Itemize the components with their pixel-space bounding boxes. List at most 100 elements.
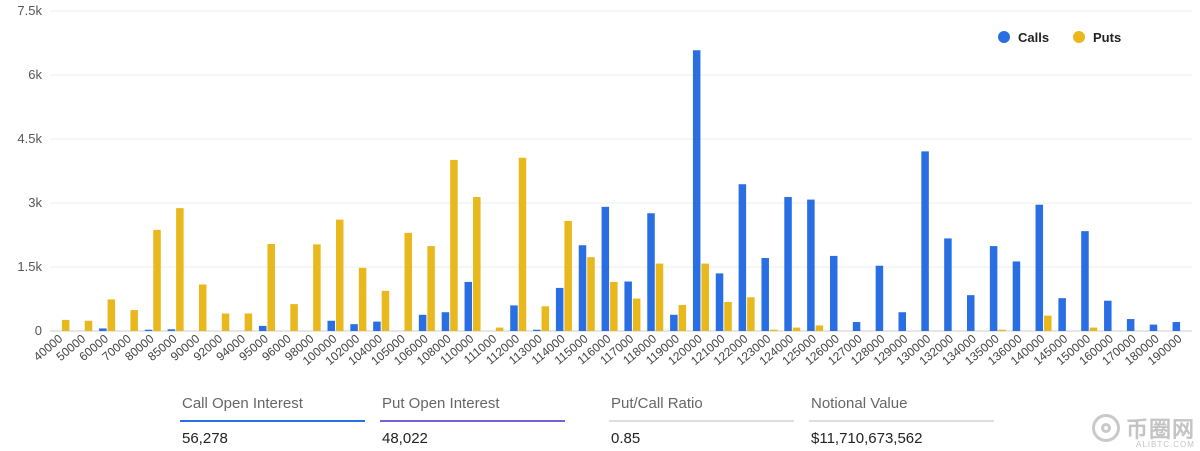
puts-bar[interactable] [473, 197, 481, 331]
puts-bar[interactable] [610, 281, 618, 331]
puts-bar[interactable] [747, 297, 755, 331]
stat-put-open-interest: Put Open Interest 48,022 [380, 393, 565, 447]
calls-bar[interactable] [647, 213, 655, 331]
calls-bar[interactable] [692, 50, 701, 332]
calls-bar[interactable] [624, 281, 632, 331]
y-tick-label: 3k [28, 195, 42, 210]
calls-bar[interactable] [738, 184, 747, 331]
puts-bar[interactable] [632, 298, 641, 331]
puts-bar[interactable] [358, 267, 367, 331]
stat-call-open-interest: Call Open Interest 56,278 [180, 393, 365, 447]
legend[interactable]: Calls Puts [998, 30, 1121, 45]
puts-bar[interactable] [221, 313, 230, 331]
watermark-text: 币圈网 [1126, 418, 1196, 443]
calls-bar[interactable] [1035, 204, 1044, 331]
grid-lines [50, 10, 1192, 332]
puts-bar[interactable] [313, 244, 321, 331]
stat-notional-value: Notional Value $11,710,673,562 [809, 393, 994, 447]
puts-bar[interactable] [655, 263, 664, 331]
calls-bar[interactable] [1081, 231, 1089, 331]
legend-puts-label[interactable]: Puts [1093, 30, 1121, 45]
puts-bar[interactable] [427, 246, 435, 331]
calls-bar[interactable] [1104, 300, 1112, 331]
calls-bar[interactable] [921, 151, 929, 331]
puts-bar[interactable] [1044, 315, 1052, 331]
puts-bar[interactable] [381, 290, 390, 331]
calls-bar[interactable] [1149, 324, 1158, 331]
calls-bar[interactable] [829, 255, 838, 331]
bars [61, 50, 1181, 332]
calls-bar[interactable] [1058, 298, 1066, 331]
calls-bar[interactable] [670, 314, 678, 331]
calls-bar[interactable] [601, 206, 610, 331]
puts-bar[interactable] [701, 263, 709, 331]
puts-bar[interactable] [153, 229, 161, 331]
puts-bar[interactable] [244, 313, 253, 331]
stats-panel: Call Open Interest 56,278 Put Open Inter… [0, 393, 1200, 451]
calls-bar[interactable] [99, 328, 107, 331]
puts-bar[interactable] [336, 219, 344, 331]
calls-bar[interactable] [327, 320, 336, 331]
puts-bar[interactable] [769, 329, 778, 331]
calls-bar[interactable] [852, 322, 861, 331]
calls-bar[interactable] [1172, 322, 1181, 331]
puts-bar[interactable] [61, 319, 70, 331]
puts-bar[interactable] [495, 327, 504, 331]
stat-label: Call Open Interest [182, 395, 303, 412]
calls-bar[interactable] [807, 199, 815, 331]
calls-bar[interactable] [510, 305, 518, 331]
y-tick-label: 1.5k [17, 259, 42, 274]
puts-bar[interactable] [84, 320, 93, 331]
puts-bar[interactable] [587, 257, 595, 331]
legend-calls-label[interactable]: Calls [1018, 30, 1049, 45]
stat-label: Put/Call Ratio [611, 395, 703, 412]
stat-label: Put Open Interest [382, 395, 500, 412]
puts-bar[interactable] [107, 299, 116, 331]
calls-bar[interactable] [761, 258, 769, 331]
calls-bar[interactable] [875, 265, 884, 331]
puts-bar[interactable] [198, 284, 207, 331]
puts-bar[interactable] [290, 304, 298, 331]
calls-bar[interactable] [784, 197, 792, 331]
calls-bar[interactable] [555, 287, 564, 331]
calls-bar[interactable] [464, 281, 473, 331]
puts-bar[interactable] [404, 232, 413, 331]
puts-bar[interactable] [450, 159, 458, 331]
stat-value: 56,278 [182, 430, 228, 447]
calls-bar[interactable] [715, 273, 724, 331]
calls-bar[interactable] [373, 321, 381, 331]
stat-value: 48,022 [382, 430, 428, 447]
puts-bar[interactable] [1089, 327, 1098, 331]
watermark-logo-icon [1092, 414, 1120, 442]
stat-label: Notional Value [811, 395, 908, 412]
puts-bar[interactable] [998, 329, 1006, 331]
calls-bar[interactable] [418, 314, 427, 331]
puts-bar[interactable] [678, 304, 687, 331]
puts-bar[interactable] [792, 327, 801, 331]
calls-bar[interactable] [944, 238, 952, 331]
puts-bar[interactable] [815, 325, 824, 331]
calls-bar[interactable] [1012, 261, 1021, 331]
stat-underline [380, 420, 565, 422]
calls-bar[interactable] [258, 325, 267, 331]
calls-bar[interactable] [144, 329, 153, 331]
legend-calls-marker [998, 31, 1010, 43]
calls-bar[interactable] [167, 329, 176, 331]
puts-bar[interactable] [724, 301, 732, 331]
y-axis-ticks: 0 1.5k 3k 4.5k 6k 7.5k [17, 3, 42, 338]
calls-bar[interactable] [441, 312, 450, 331]
calls-bar[interactable] [533, 329, 541, 331]
calls-bar[interactable] [578, 245, 587, 331]
puts-bar[interactable] [564, 220, 572, 331]
puts-bar[interactable] [176, 208, 184, 331]
puts-bar[interactable] [130, 310, 138, 331]
calls-bar[interactable] [1126, 319, 1135, 331]
puts-bar[interactable] [541, 306, 550, 331]
calls-bar[interactable] [898, 312, 907, 331]
calls-bar[interactable] [967, 295, 975, 331]
puts-bar[interactable] [518, 157, 527, 331]
legend-puts-marker [1073, 31, 1085, 43]
calls-bar[interactable] [350, 324, 358, 331]
calls-bar[interactable] [989, 246, 998, 331]
puts-bar[interactable] [267, 243, 275, 331]
